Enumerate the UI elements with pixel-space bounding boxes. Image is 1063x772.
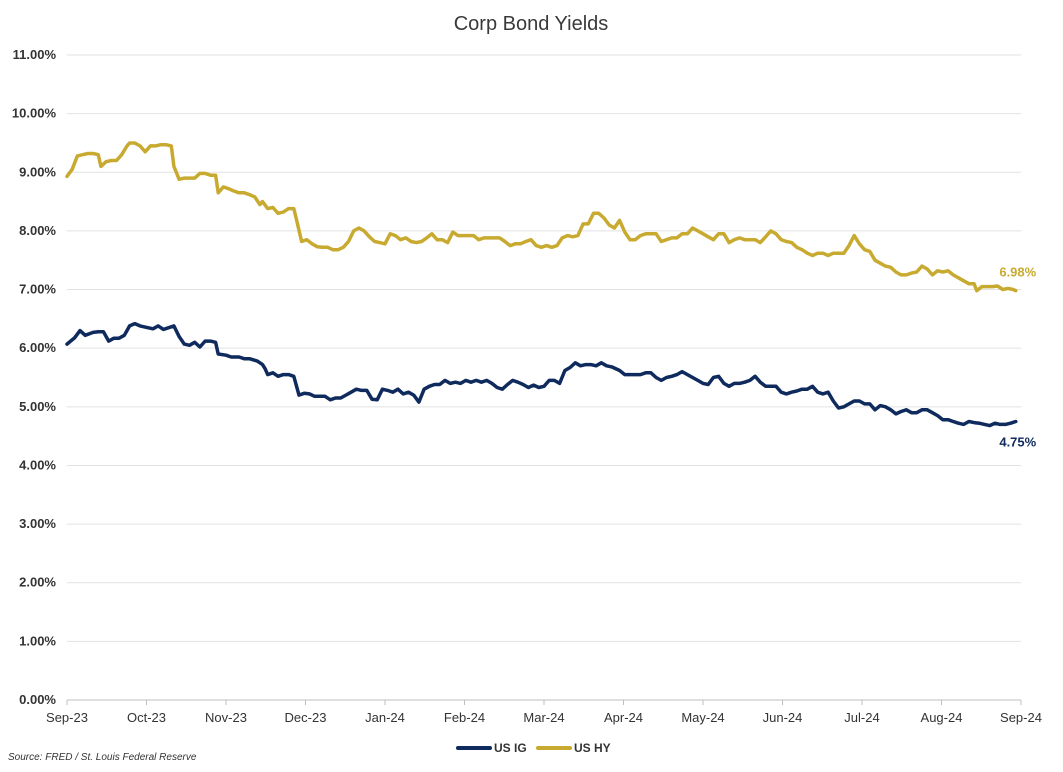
chart-title: Corp Bond Yields <box>454 13 609 35</box>
y-tick-label: 5.00% <box>19 399 56 414</box>
x-tick-label: Jan-24 <box>365 710 405 725</box>
gridlines <box>67 54 1021 642</box>
series-lines <box>65 141 1018 428</box>
y-tick-label: 6.00% <box>19 340 56 355</box>
x-tick-label: Sep-24 <box>1000 710 1042 725</box>
y-tick-label: 2.00% <box>19 575 56 590</box>
y-tick-label: 0.00% <box>19 692 56 707</box>
x-tick-label: Apr-24 <box>604 710 643 725</box>
x-tick-label: May-24 <box>681 710 724 725</box>
x-tick-label: Sep-23 <box>46 710 88 725</box>
end-labels: 4.75% 6.98% <box>999 265 1036 450</box>
y-tick-label: 7.00% <box>19 282 56 297</box>
end-label-us-hy: 6.98% <box>999 265 1036 280</box>
end-label-us-ig: 4.75% <box>999 434 1036 449</box>
x-tick-label: Feb-24 <box>444 710 485 725</box>
legend-label: US IG <box>494 741 527 755</box>
legend-label: US HY <box>574 741 611 755</box>
y-tick-label: 4.00% <box>19 457 56 472</box>
y-tick-label: 9.00% <box>19 164 56 179</box>
x-tick-label: Mar-24 <box>523 710 564 725</box>
y-tick-label: 3.00% <box>19 516 56 531</box>
x-tick-label: Oct-23 <box>127 710 166 725</box>
y-tick-label: 1.00% <box>19 633 56 648</box>
legend: US IG US HY <box>456 741 611 755</box>
source-note: Source: FRED / St. Louis Federal Reserve <box>8 752 197 763</box>
x-tick-label: Jul-24 <box>844 710 879 725</box>
y-tick-label: 8.00% <box>19 223 56 238</box>
y-axis-ticks: 0.00% 1.00% 2.00% 3.00% 4.00% 5.00% 6.00% 7.00%… <box>12 47 57 707</box>
x-tick-label: Aug-24 <box>921 710 963 725</box>
x-tick-label: Nov-23 <box>205 710 247 725</box>
y-tick-label: 10.00% <box>12 106 57 121</box>
series-line-us-hy <box>65 141 1018 293</box>
series-line-us-ig <box>65 321 1018 428</box>
x-axis: Sep-23 Oct-23 Nov-23 Dec-23 Jan-24 Feb-24 Mar-… <box>46 699 1042 725</box>
x-tick-label: Dec-23 <box>285 710 327 725</box>
y-tick-label: 11.00% <box>13 47 57 62</box>
x-tick-label: Jun-24 <box>763 710 803 725</box>
